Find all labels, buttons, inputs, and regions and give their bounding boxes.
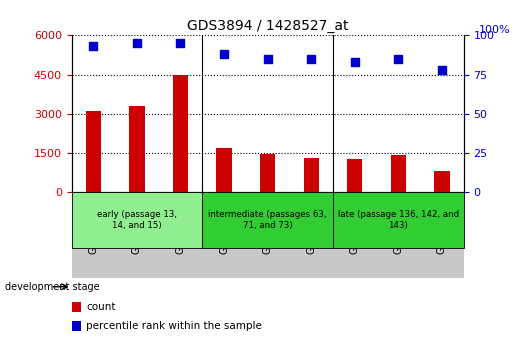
Text: count: count: [86, 302, 116, 312]
Bar: [391, 155, 406, 192]
Bar: [435, 171, 449, 192]
Point: [89, 44, 98, 49]
Bar: [347, 159, 363, 192]
Point: [263, 56, 272, 62]
Text: late (passage 136, 142, and
143): late (passage 136, 142, and 143): [338, 210, 459, 229]
FancyBboxPatch shape: [72, 192, 202, 248]
Point: [132, 40, 141, 46]
FancyBboxPatch shape: [333, 192, 464, 248]
FancyBboxPatch shape: [72, 192, 464, 278]
Point: [176, 40, 185, 46]
Bar: [216, 148, 232, 192]
Text: early (passage 13,
14, and 15): early (passage 13, 14, and 15): [97, 210, 177, 229]
Point: [220, 51, 228, 57]
Text: percentile rank within the sample: percentile rank within the sample: [86, 321, 262, 331]
Bar: [86, 111, 101, 192]
Text: development stage: development stage: [5, 282, 100, 292]
Title: GDS3894 / 1428527_at: GDS3894 / 1428527_at: [187, 19, 348, 33]
Bar: [173, 75, 188, 192]
Point: [438, 67, 446, 73]
Point: [394, 56, 403, 62]
Bar: [304, 158, 319, 192]
FancyBboxPatch shape: [202, 192, 333, 248]
Text: intermediate (passages 63,
71, and 73): intermediate (passages 63, 71, and 73): [208, 210, 327, 229]
Point: [307, 56, 315, 62]
Bar: [129, 106, 145, 192]
Y-axis label: 100%: 100%: [479, 25, 511, 35]
Bar: [260, 154, 275, 192]
Point: [350, 59, 359, 65]
